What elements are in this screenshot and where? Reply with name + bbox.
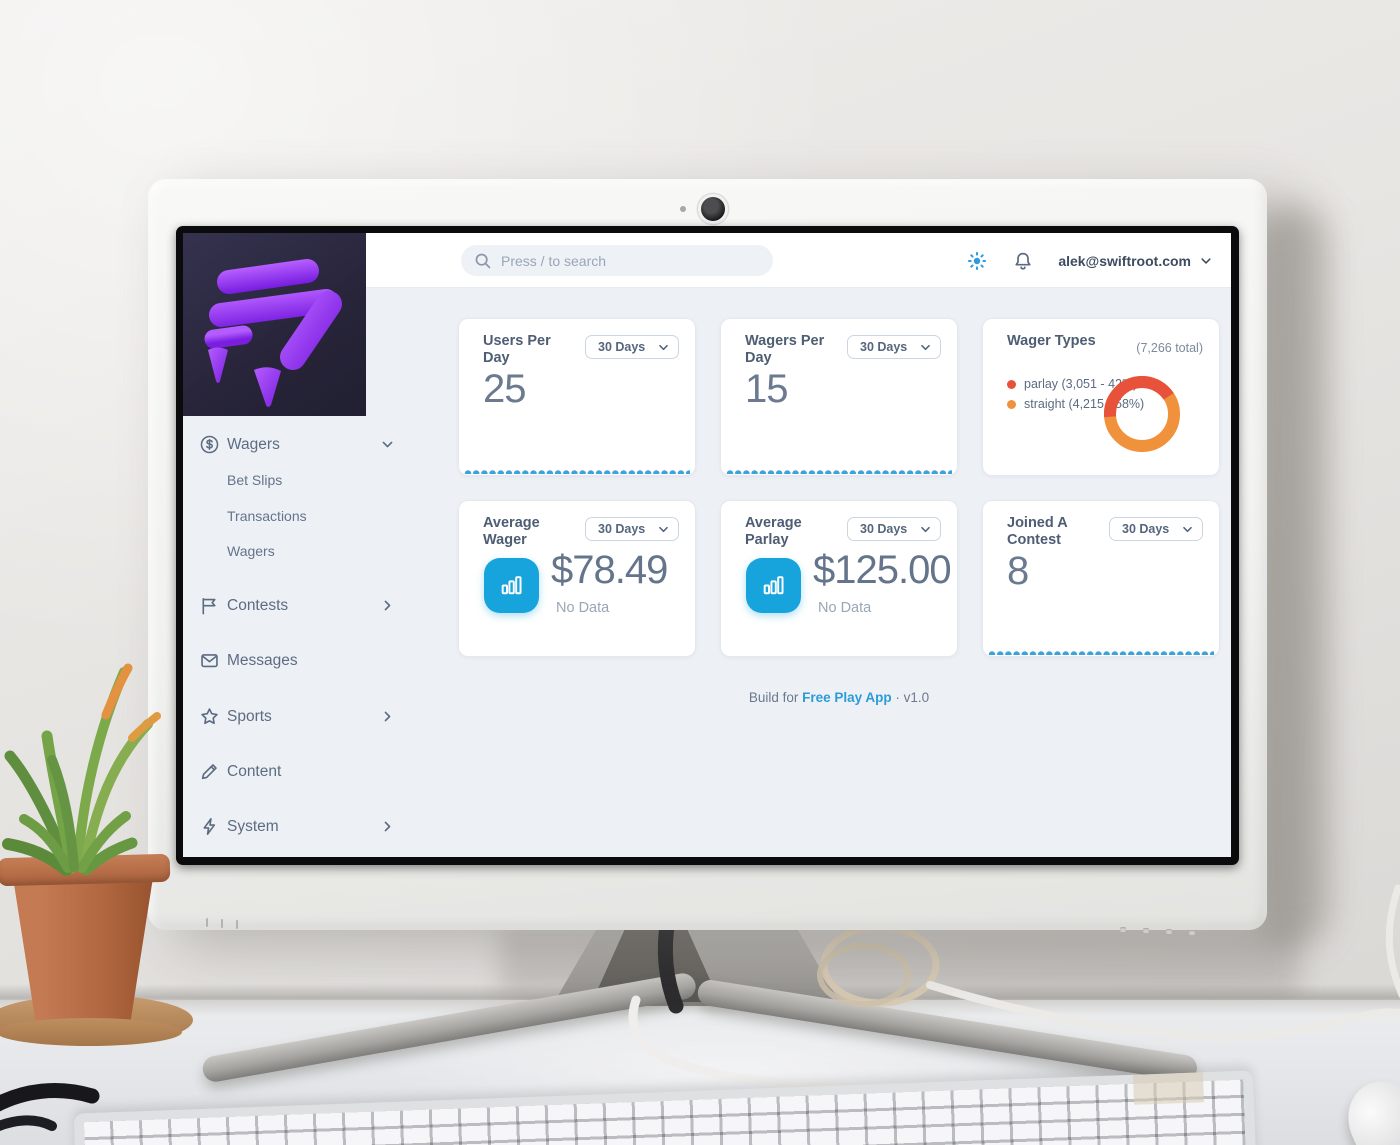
envelope-icon (199, 650, 220, 671)
sidebar-item-contests[interactable]: Contests (199, 593, 405, 619)
sidebar-item-messages[interactable]: Messages (199, 648, 405, 674)
metric-value: $78.49 (551, 548, 668, 592)
period-select[interactable]: 30 Days (585, 335, 679, 359)
sparkline-flat (726, 467, 952, 474)
search-icon (473, 251, 492, 270)
build-footer: Build for Free Play App · v1.0 (748, 690, 930, 705)
metric-value: 25 (483, 367, 526, 411)
sparkline-flat (464, 467, 690, 474)
card-title: Average Parlay (745, 515, 802, 548)
vent-tick (236, 920, 238, 929)
bar-chart-icon (746, 558, 801, 613)
port-dot (1120, 927, 1126, 932)
user-email: alek@swiftroot.com (1058, 252, 1191, 269)
plant-leaves (2, 663, 161, 876)
monitor-shadow (1258, 205, 1328, 945)
sidebar-item-bet-slips[interactable]: Bet Slips (227, 472, 283, 488)
chevron-down-icon (659, 526, 668, 532)
user-menu[interactable]: alek@swiftroot.com (1058, 253, 1213, 269)
keyboard-beige-keys (1132, 1072, 1204, 1105)
legend-dot (1007, 399, 1016, 409)
sidebar-item-sports[interactable]: Sports (199, 704, 405, 730)
card-title: Average Wager (483, 515, 540, 548)
card-title: Wagers Per Day (745, 333, 825, 366)
wager-types-donut-chart (1104, 376, 1180, 452)
search-bar[interactable] (461, 245, 773, 276)
card-average-parlay: Average Parlay 30 Days $125.00 No Data (720, 500, 958, 657)
port-dot (1166, 929, 1172, 934)
notifications-bell-icon[interactable] (1012, 250, 1034, 272)
sidebar-item-content[interactable]: Content (199, 759, 405, 785)
sidebar-item-system[interactable]: System (199, 814, 405, 840)
sidebar-item-wagers-sub[interactable]: Wagers (227, 543, 275, 559)
chevron-down-icon (921, 344, 930, 350)
theme-toggle-sun-icon[interactable] (966, 250, 988, 272)
version-label: · v1.0 (895, 690, 930, 705)
webcam (701, 197, 725, 221)
legend-dot (1007, 379, 1016, 389)
dollar-circle-icon (199, 434, 220, 455)
period-select[interactable]: 30 Days (585, 517, 679, 541)
pencil-icon (199, 761, 220, 782)
card-title: Joined A Contest (1007, 515, 1068, 548)
chevron-down-icon (1183, 526, 1192, 532)
period-select[interactable]: 30 Days (847, 517, 941, 541)
lightning-icon (199, 816, 220, 837)
chevron-down-icon (659, 344, 668, 350)
vent-tick (206, 918, 208, 927)
vent-tick (221, 919, 223, 928)
total-label: (7,266 total) (1136, 341, 1203, 355)
plant-pot (13, 882, 153, 1040)
chevron-right-icon (380, 598, 395, 613)
sidebar-item-wagers[interactable]: Wagers (199, 432, 405, 458)
sidebar-item-transactions[interactable]: Transactions (227, 508, 307, 524)
legend-item-parlay: parlay (3,051 - 42%) (1007, 376, 1137, 392)
app-logo[interactable] (183, 233, 366, 416)
dashboard-app: alek@swiftroot.com (183, 233, 1231, 857)
plant-saucer-front (0, 1018, 182, 1046)
card-wager-types: Wager Types (7,266 total) parlay (3,051 … (982, 318, 1220, 476)
topbar-actions: alek@swiftroot.com (966, 233, 1213, 288)
flag-icon (199, 595, 220, 616)
metric-subtext: No Data (818, 600, 872, 616)
metric-subtext: No Data (556, 600, 610, 616)
card-users-per-day: Users Per Day 30 Days 25 (458, 318, 696, 476)
period-select[interactable]: 30 Days (1109, 517, 1203, 541)
chevron-down-icon (921, 526, 930, 532)
search-input[interactable] (501, 252, 761, 269)
bar-chart-icon (484, 558, 539, 613)
metric-value: 15 (745, 367, 788, 411)
period-select[interactable]: 30 Days (847, 335, 941, 359)
card-title: Wager Types (1007, 333, 1096, 349)
card-title: Users Per Day (483, 333, 551, 366)
card-joined-a-contest: Joined A Contest 30 Days 8 (982, 500, 1220, 657)
chevron-right-icon (380, 819, 395, 834)
chevron-down-icon (1201, 257, 1211, 264)
chevron-right-icon (380, 709, 395, 724)
free-play-app-link[interactable]: Free Play App (802, 690, 892, 705)
eyeglasses (0, 1083, 100, 1132)
star-icon (199, 706, 220, 727)
chevron-down-icon (380, 437, 395, 452)
sparkline-flat (988, 648, 1214, 655)
card-average-wager: Average Wager 30 Days $78.49 No Data (458, 500, 696, 657)
port-dot (1143, 928, 1149, 933)
mic-dot (680, 206, 686, 212)
metric-value: $125.00 (813, 548, 952, 592)
metric-value: 8 (1007, 549, 1029, 593)
port-dot (1189, 930, 1195, 935)
card-wagers-per-day: Wagers Per Day 30 Days 15 (720, 318, 958, 476)
